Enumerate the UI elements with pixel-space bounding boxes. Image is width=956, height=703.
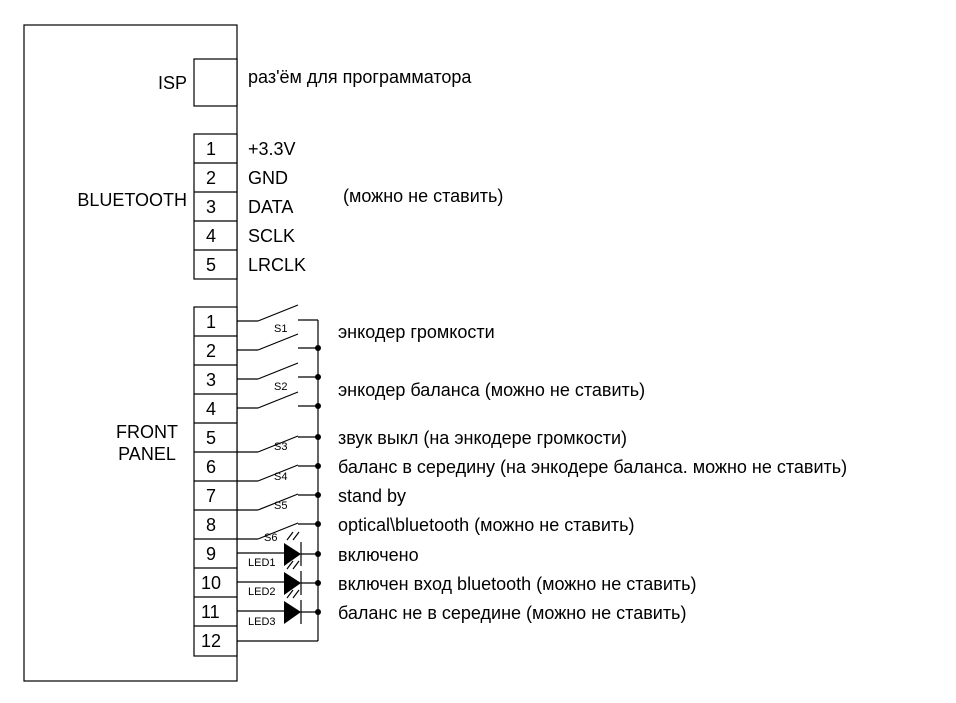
isp-connector xyxy=(193,58,238,107)
switch-s3 xyxy=(237,435,318,453)
bt-signal: DATA xyxy=(248,197,293,217)
led-label: LED2 xyxy=(248,586,276,598)
switch-s1b xyxy=(237,333,318,351)
fp-description: optical\bluetooth (можно не ставить) xyxy=(338,515,635,535)
switch-s6 xyxy=(237,522,318,540)
bt-signal: +3.3V xyxy=(248,139,296,159)
fp-pin-num: 1 xyxy=(206,312,216,332)
bluetooth-connector xyxy=(193,133,238,280)
fp-pin-num: 5 xyxy=(206,428,216,448)
bt-pin-num: 2 xyxy=(206,168,216,188)
fp-pin-num: 2 xyxy=(206,341,216,361)
led3-diode xyxy=(237,589,318,624)
fp-description: звук выкл (на энкодере громкости) xyxy=(338,428,627,448)
front-panel-label-2: PANEL xyxy=(118,444,176,464)
bt-signal: GND xyxy=(248,168,288,188)
switch-label: S2 xyxy=(274,381,287,393)
isp-description: раз'ём для программатора xyxy=(248,67,472,87)
switch-s5 xyxy=(237,493,318,511)
bt-pin-num: 3 xyxy=(206,197,216,217)
junctions xyxy=(315,345,321,615)
bt-pin-num: 5 xyxy=(206,255,216,275)
fp-description: энкодер баланса (можно не ставить) xyxy=(338,380,645,400)
fp-description: включено xyxy=(338,545,419,565)
fp-pin-num: 8 xyxy=(206,515,216,535)
fp-pin-num: 6 xyxy=(206,457,216,477)
fp-description: баланс в середину (на энкодере баланса. … xyxy=(338,457,847,477)
switch-s2b xyxy=(237,391,318,409)
led-label: LED1 xyxy=(248,557,276,569)
bt-signal: SCLK xyxy=(248,226,295,246)
bt-pin-num: 4 xyxy=(206,226,216,246)
fp-description: баланс не в середине (можно не ставить) xyxy=(338,603,686,623)
common-bus xyxy=(237,319,319,642)
fp-pin-num: 7 xyxy=(206,486,216,506)
fp-description: stand by xyxy=(338,486,406,506)
bt-signal: LRCLK xyxy=(248,255,306,275)
switch-label: S4 xyxy=(274,471,287,483)
switch-s4 xyxy=(237,464,318,482)
led-label: LED3 xyxy=(248,616,276,628)
fp-description: энкодер громкости xyxy=(338,322,495,342)
fp-pin-num: 9 xyxy=(206,544,216,564)
fp-description: включен вход bluetooth (можно не ставить… xyxy=(338,574,697,594)
front-panel-label-1: FRONT xyxy=(116,422,178,442)
switch-label: S1 xyxy=(274,323,287,335)
fp-pin-num: 3 xyxy=(206,370,216,390)
switch-s2 xyxy=(237,362,318,380)
switch-label: S6 xyxy=(264,532,277,544)
front-panel-connector xyxy=(193,306,238,657)
switch-s1 xyxy=(237,304,299,322)
fp-pin-num: 12 xyxy=(201,631,221,651)
switch-label: S3 xyxy=(274,441,287,453)
bluetooth-label: BLUETOOTH xyxy=(77,190,187,210)
fp-pin-num: 4 xyxy=(206,399,216,419)
isp-label: ISP xyxy=(158,73,187,93)
switch-label: S5 xyxy=(274,500,287,512)
bt-pin-num: 1 xyxy=(206,139,216,159)
fp-pin-num: 10 xyxy=(201,573,221,593)
fp-pin-num: 11 xyxy=(201,602,220,622)
bluetooth-note: (можно не ставить) xyxy=(343,186,503,206)
